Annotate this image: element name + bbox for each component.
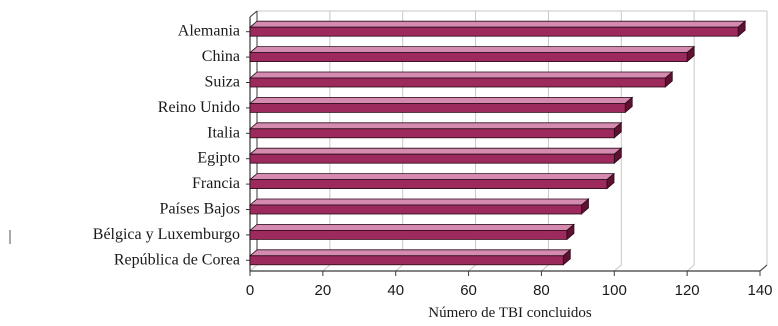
x-tick-label: 20 <box>315 282 332 299</box>
bar-top-face <box>248 249 572 257</box>
bar-front-face <box>249 77 666 88</box>
bar-front-face <box>249 229 568 240</box>
x-tick-label: 80 <box>533 282 550 299</box>
category-label: China <box>202 48 240 65</box>
category-label: Suiza <box>204 74 240 91</box>
bar <box>248 172 616 190</box>
floor-line <box>686 264 695 272</box>
bar-top-face <box>248 71 674 79</box>
category-label: Bélgica y Luxemburgo <box>93 226 240 243</box>
x-tick-label: 40 <box>387 282 404 299</box>
category-label: República de Corea <box>114 251 240 268</box>
bar <box>248 96 634 114</box>
category-label: Egipto <box>197 150 240 167</box>
bar <box>248 71 674 88</box>
x-tick-labels: 0 20 40 60 80 100 120 140 <box>246 282 773 299</box>
category-label: Países Bajos <box>160 201 240 218</box>
bar-top-face <box>248 122 623 130</box>
category-label: Reino Unido <box>158 99 240 116</box>
bar-front-face <box>249 153 615 164</box>
bar-top-face <box>248 97 634 104</box>
bar-front-face <box>249 179 608 190</box>
x-tick-label: 0 <box>246 282 254 299</box>
y-axis-top-depth <box>249 10 258 18</box>
bars <box>248 20 747 266</box>
bar-front-face <box>249 52 688 62</box>
x-tick-label: 100 <box>602 282 627 299</box>
category-labels: Alemania China Suiza Reino Unido Italia Egipt… <box>93 23 240 269</box>
bar-front-face <box>249 128 615 139</box>
x-tick-label: 140 <box>747 282 772 299</box>
x-tick-label: 60 <box>460 282 477 299</box>
floor-line <box>613 264 622 272</box>
bar-top-face <box>248 20 747 28</box>
bar <box>248 223 576 241</box>
floor-line <box>322 264 331 272</box>
floor-line <box>395 264 404 272</box>
bar <box>248 121 623 139</box>
bar <box>248 147 623 165</box>
floor-line <box>541 264 549 272</box>
floor-line <box>249 264 258 272</box>
bar-front-face <box>249 26 739 37</box>
bar-top-face <box>248 173 616 181</box>
bar-top-face <box>248 198 590 206</box>
bar <box>248 20 747 38</box>
floor-line <box>468 264 476 272</box>
bar-front-face <box>249 255 564 266</box>
bar-top-face <box>248 46 696 53</box>
bar-top-face <box>248 147 623 155</box>
category-label: Francia <box>192 175 240 192</box>
bar-top-face <box>248 223 576 231</box>
bar-front-face <box>249 204 582 215</box>
category-label: Alemania <box>178 23 240 40</box>
bar <box>248 45 696 63</box>
category-label: Italia <box>207 124 240 141</box>
bar <box>248 248 572 266</box>
x-axis-title: Número de TBI concluidos <box>428 305 592 321</box>
x-tick-label: 120 <box>675 282 700 299</box>
bar <box>248 198 590 215</box>
bar-front-face <box>249 103 626 113</box>
x-axis-end-depth <box>759 264 768 272</box>
